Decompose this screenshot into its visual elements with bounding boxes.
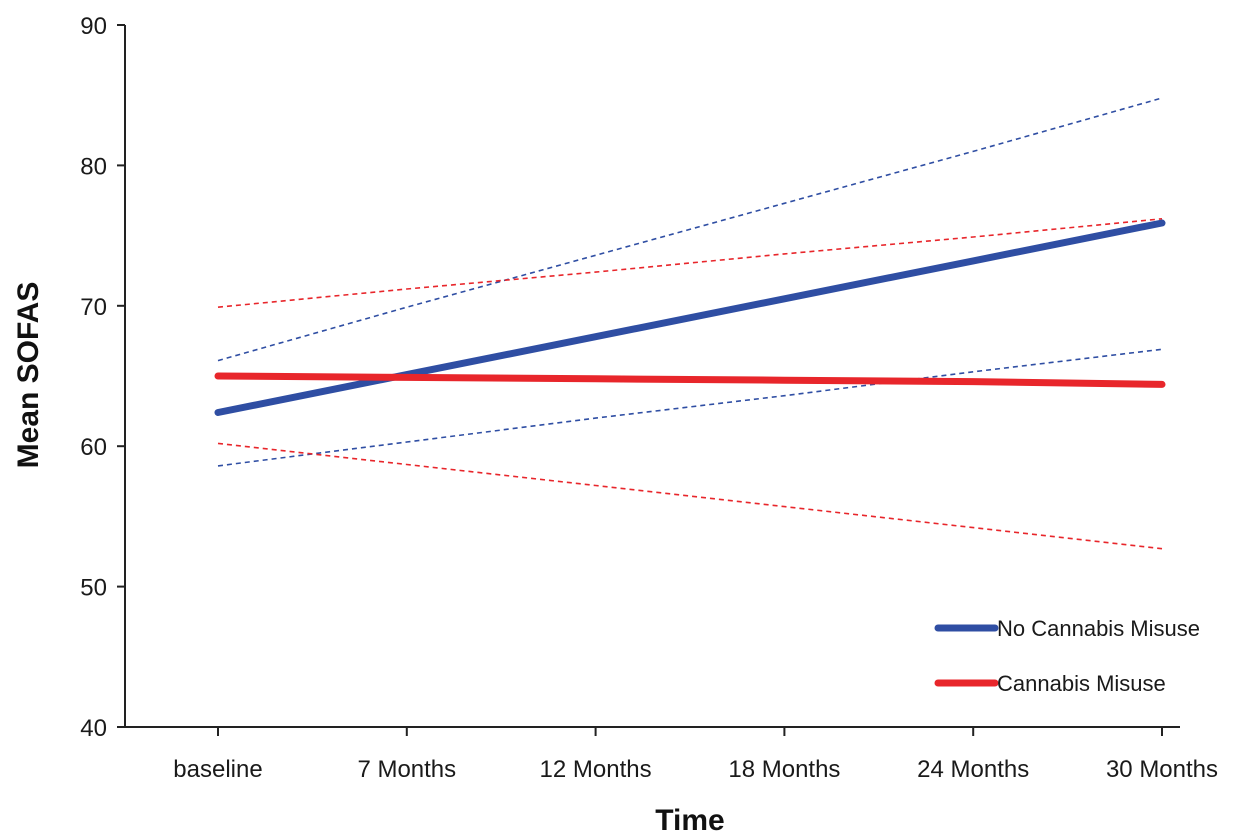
y-tick-label: 70 [80,294,107,321]
legend-label: Cannabis Misuse [997,671,1166,696]
series-line-1 [214,372,1166,388]
y-tick-label: 60 [80,434,107,461]
legend: No Cannabis Misuse Cannabis Misuse [934,616,1200,696]
x-tick-label: 7 Months [357,756,456,783]
series-lines [214,219,1166,416]
y-axis-title: Mean SOFAS [12,282,45,469]
ci-upper-line [217,218,1163,308]
y-tick-label: 80 [80,153,107,180]
x-tick-label: baseline [173,756,262,783]
ci-lower-line [217,348,1163,467]
x-tick-label: 24 Months [917,756,1029,783]
y-tick-label: 90 [80,13,107,40]
tick-labels: 40 50 60 70 80 90 baseline 7 Months 12 Months 18 … [80,13,1218,783]
x-axis-title: Time [655,804,724,837]
ci-upper-line [217,97,1163,362]
y-tick-label: 50 [80,575,107,602]
series-line-0 [214,219,1166,416]
legend-label: No Cannabis Misuse [997,616,1200,641]
axes [117,24,1180,736]
ci-lower-line [217,442,1163,550]
x-tick-label: 18 Months [728,756,840,783]
confidence-bands [217,97,1163,550]
y-tick-label: 40 [80,715,107,742]
x-tick-label: 30 Months [1106,756,1218,783]
x-tick-label: 12 Months [540,756,652,783]
